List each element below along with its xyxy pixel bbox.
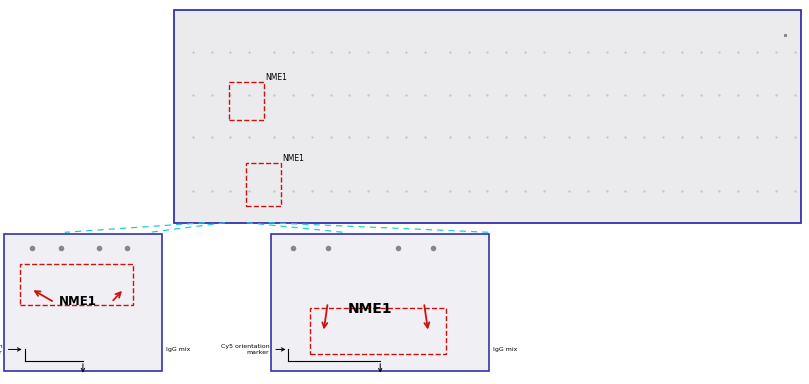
Bar [271, 234, 489, 371]
Bar [246, 163, 281, 206]
Text: NME1: NME1 [348, 303, 392, 316]
Text: NME1: NME1 [265, 73, 286, 82]
Text: IgG mix: IgG mix [166, 347, 190, 352]
Bar [311, 308, 446, 354]
Text: IgG mix: IgG mix [493, 347, 518, 352]
Text: Cy5 orientation
marker: Cy5 orientation marker [221, 344, 269, 355]
Bar [19, 264, 133, 305]
Bar [4, 234, 162, 371]
Text: NME1: NME1 [59, 295, 97, 308]
Bar [174, 10, 801, 223]
Text: Cy5 orientation
marker: Cy5 orientation marker [0, 344, 2, 355]
Text: NME1: NME1 [282, 154, 304, 163]
Bar [229, 82, 264, 121]
